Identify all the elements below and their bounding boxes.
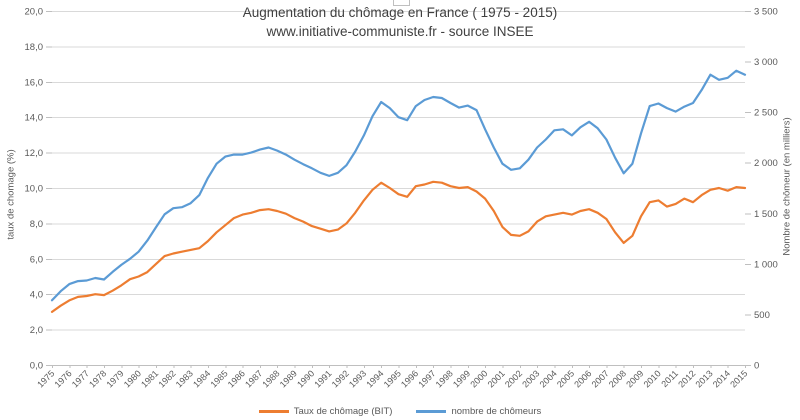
x-tick-label: 2007	[590, 368, 611, 389]
series-line-0	[50, 180, 747, 313]
x-tick-label: 1984	[191, 368, 212, 389]
left-tick-label: 10,0	[25, 184, 44, 195]
legend-item-chomeurs[interactable]: nombre de chômeurs	[416, 406, 541, 417]
x-tick-label: 1997	[416, 368, 437, 389]
x-tick-label: 1995	[382, 368, 403, 389]
x-tick-label: 1979	[104, 368, 125, 389]
left-tick-label: 14,0	[25, 113, 44, 124]
x-tick-label: 2009	[624, 368, 645, 389]
left-tick-label: 8,0	[30, 219, 43, 230]
x-tick-label: 1977	[70, 368, 91, 389]
legend-swatch-chomeurs	[416, 410, 447, 413]
x-tick-label: 1986	[226, 368, 247, 389]
x-tick-label: 1976	[53, 368, 74, 389]
x-tick-label: 1994	[364, 368, 385, 389]
x-tick-label: 1980	[122, 368, 143, 389]
legend: Taux de chômage (BIT) nombre de chômeurs	[0, 406, 800, 417]
series-line-1	[50, 69, 747, 302]
right-tick-label: 2 000	[754, 158, 778, 169]
x-tick-label: 1988	[260, 368, 281, 389]
x-tick-label: 1975	[35, 368, 56, 389]
legend-label-chomeurs: nombre de chômeurs	[451, 406, 542, 417]
right-tick-label: 0	[754, 361, 759, 372]
left-tick-label: 12,0	[25, 148, 44, 159]
x-tick-label: 2014	[711, 368, 732, 389]
right-tick-label: 3 500	[754, 7, 778, 18]
x-tick-label: 2010	[642, 368, 663, 389]
legend-item-taux[interactable]: Taux de chômage (BIT)	[258, 406, 393, 417]
legend-swatch-taux	[258, 410, 289, 413]
x-tick-label: 1998	[434, 368, 455, 389]
selection-handle	[393, 0, 410, 6]
x-tick-label: 2001	[486, 368, 507, 389]
x-tick-label: 1991	[312, 368, 333, 389]
x-tick-label: 1992	[330, 368, 351, 389]
x-tick-label: 1996	[399, 368, 420, 389]
x-tick-label: 1985	[208, 368, 229, 389]
x-tick-label: 1983	[174, 368, 195, 389]
right-tick-label: 500	[754, 310, 770, 321]
x-tick-label: 1993	[347, 368, 368, 389]
x-tick-label: 2015	[728, 368, 749, 389]
x-tick-label: 1990	[295, 368, 316, 389]
x-tick-label: 2005	[555, 368, 576, 389]
left-tick-label: 16,0	[25, 77, 44, 88]
left-tick-label: 4,0	[30, 290, 43, 301]
left-tick-label: 0,0	[30, 361, 43, 372]
left-tick-label: 20,0	[25, 7, 44, 18]
x-tick-label: 2000	[468, 368, 489, 389]
legend-label-taux: Taux de chômage (BIT)	[293, 406, 393, 417]
x-tick-label: 2006	[572, 368, 593, 389]
right-tick-label: 3 000	[754, 57, 778, 68]
right-axis-title: Nombre de chômeur (en milliers)	[781, 117, 793, 256]
right-tick-label: 1 500	[754, 209, 778, 220]
right-tick-label: 1 000	[754, 259, 778, 270]
x-tick-label: 2002	[503, 368, 524, 389]
x-tick-label: 1982	[156, 368, 177, 389]
right-tick-label: 2 500	[754, 108, 778, 119]
x-tick-label: 2013	[694, 368, 715, 389]
left-tick-label: 2,0	[30, 325, 43, 336]
x-tick-label: 2008	[607, 368, 628, 389]
x-tick-label: 1999	[451, 368, 472, 389]
x-tick-label: 1978	[87, 368, 108, 389]
x-tick-label: 2012	[676, 368, 697, 389]
left-axis-title: taux de chomage (%)	[5, 149, 17, 240]
x-tick-label: 1989	[278, 368, 299, 389]
left-tick-label: 18,0	[25, 42, 44, 53]
x-tick-label: 2003	[520, 368, 541, 389]
x-tick-label: 2004	[538, 368, 559, 389]
left-tick-label: 6,0	[30, 254, 43, 265]
x-tick-label: 1987	[243, 368, 264, 389]
x-tick-label: 1981	[139, 368, 160, 389]
x-tick-label: 2011	[659, 368, 680, 389]
